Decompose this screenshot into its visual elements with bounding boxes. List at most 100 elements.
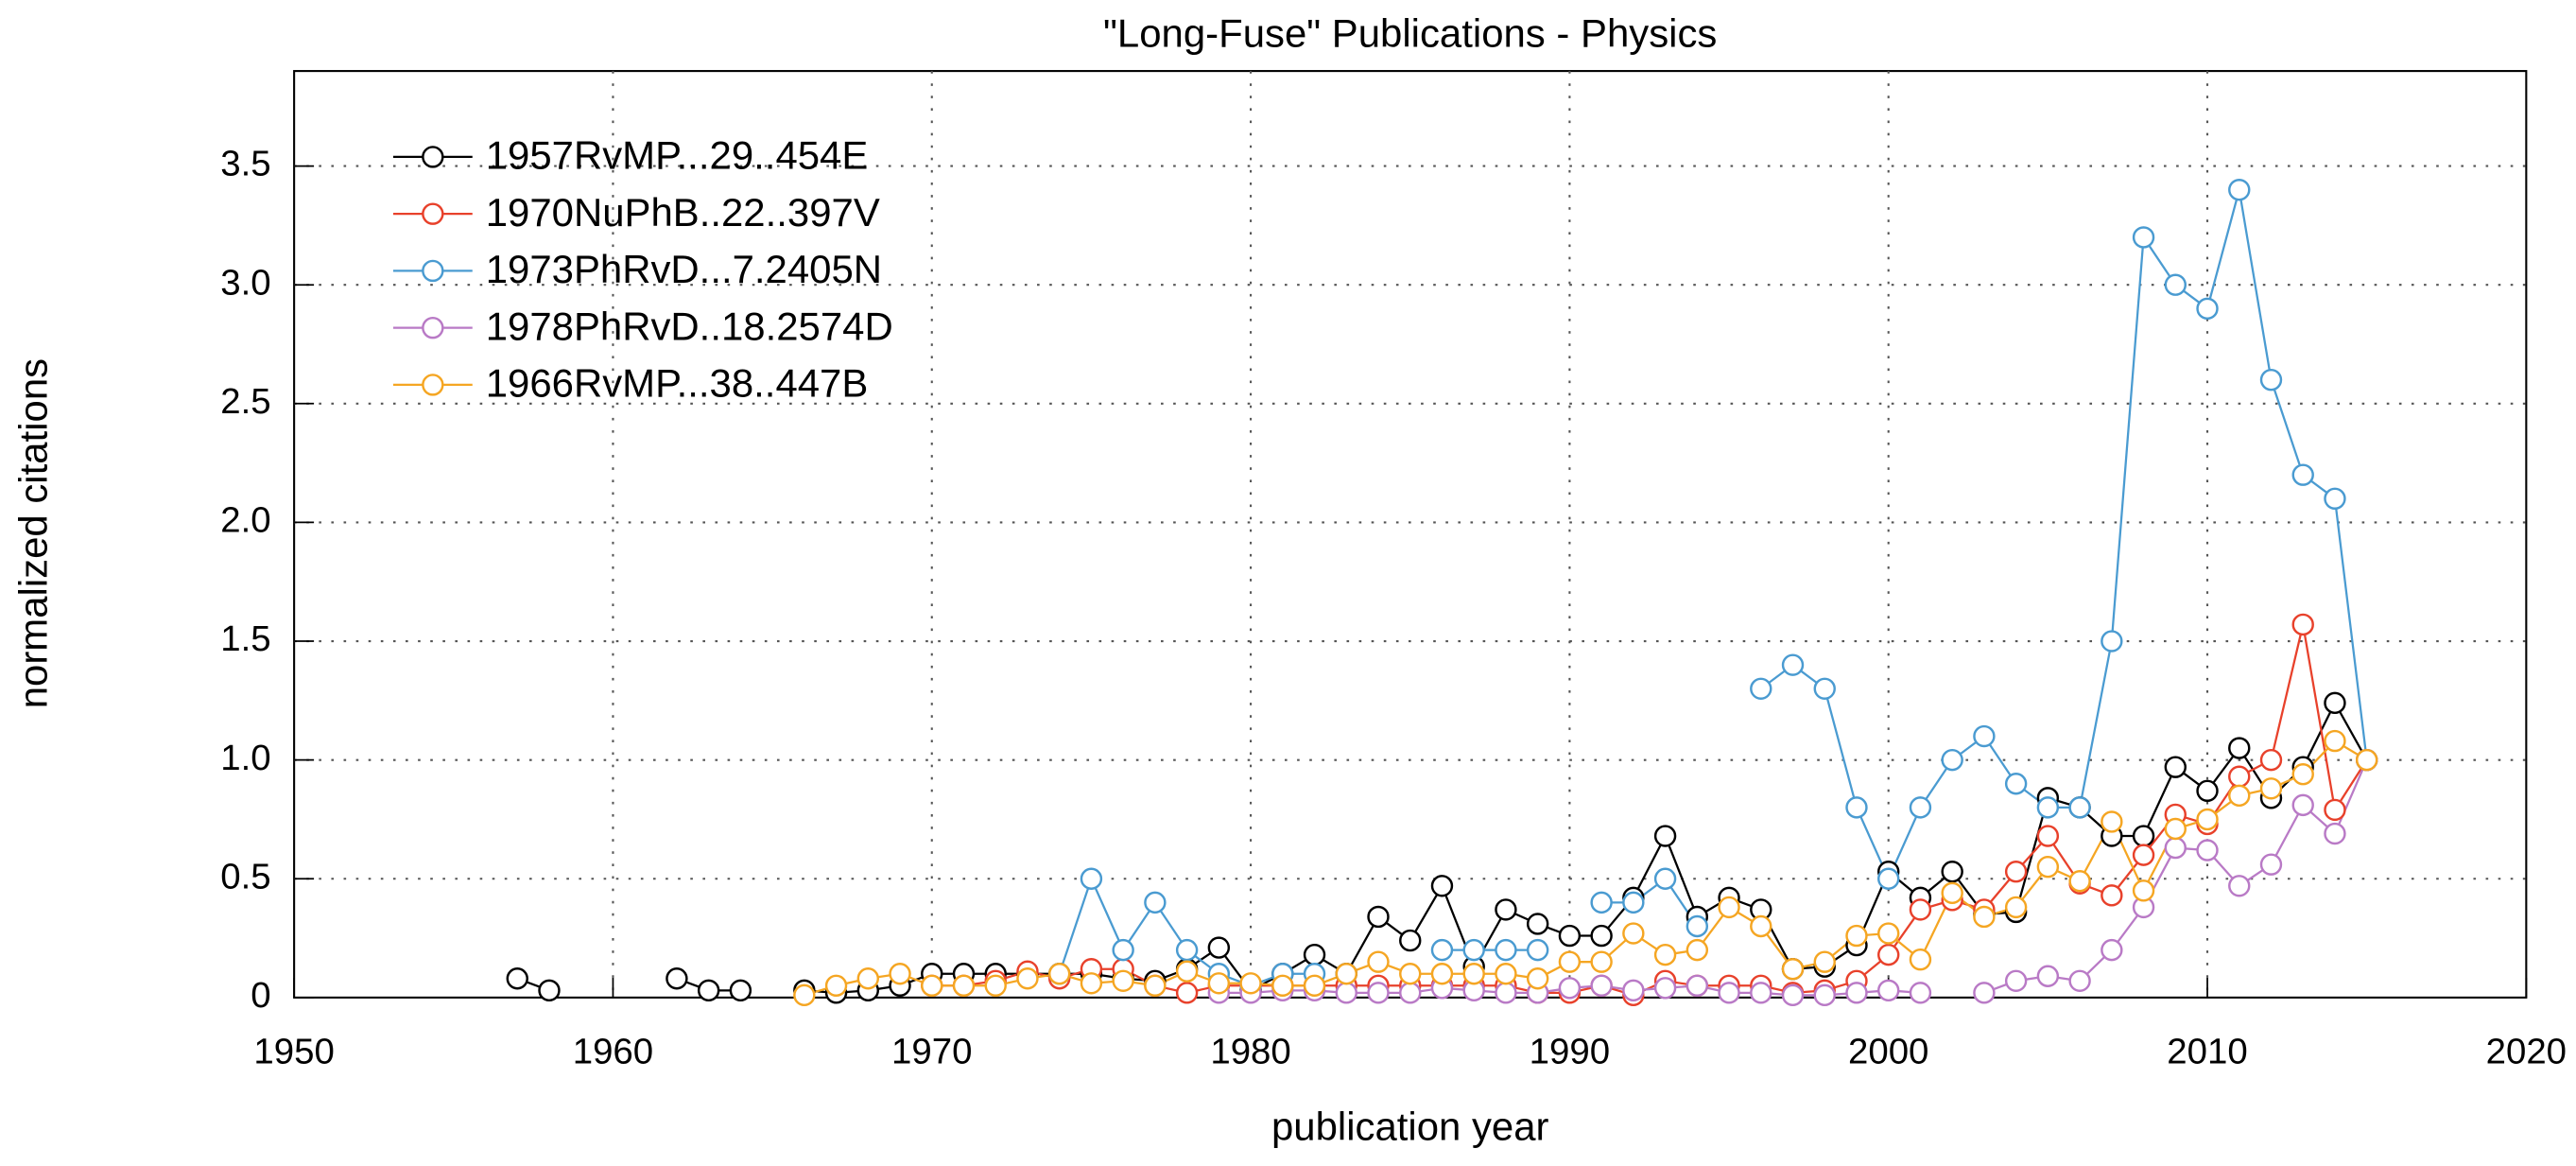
data-point — [2324, 691, 2346, 715]
x-tick-label: 1960 — [573, 1031, 653, 1071]
series-line — [931, 624, 2368, 997]
data-point — [1462, 938, 1485, 962]
data-point — [2259, 368, 2283, 392]
data-point — [1686, 974, 1709, 998]
series-line — [804, 740, 2368, 997]
data-point — [1590, 891, 1613, 914]
data-point — [2164, 817, 2187, 841]
data-point — [1622, 891, 1645, 914]
data-point — [538, 979, 561, 1002]
data-point — [2036, 965, 2060, 987]
data-point — [1590, 974, 1613, 998]
data-point — [2004, 861, 2028, 883]
data-point — [2291, 793, 2314, 817]
data-point — [2164, 836, 2187, 860]
legend-marker — [422, 374, 444, 396]
y-tick-label: 2.5 — [220, 381, 270, 422]
data-point — [889, 963, 911, 985]
data-point — [1653, 977, 1677, 1000]
data-point — [1016, 967, 1039, 990]
data-point — [2196, 779, 2219, 802]
data-point — [921, 974, 943, 998]
data-point — [2036, 855, 2060, 879]
data-point — [1718, 982, 1740, 1004]
data-point — [1303, 974, 1326, 998]
data-point — [952, 974, 976, 998]
data-point — [1622, 922, 1645, 945]
data-point — [2068, 870, 2091, 893]
data-point — [1335, 982, 1357, 1004]
data-point — [1686, 938, 1709, 962]
data-point — [2355, 748, 2378, 772]
data-point — [2164, 273, 2187, 296]
data-point — [1909, 982, 1932, 1004]
data-point — [1399, 963, 1422, 985]
data-point — [1430, 938, 1454, 962]
data-point — [1973, 982, 1996, 1004]
data-point — [1813, 950, 1836, 973]
data-point — [1781, 983, 1805, 1007]
data-point — [2101, 810, 2123, 833]
y-tick-label: 3.5 — [220, 144, 270, 184]
data-point — [1941, 748, 1963, 772]
data-point — [2196, 839, 2219, 861]
data-point — [2068, 796, 2091, 819]
data-point — [1399, 929, 1422, 952]
data-point — [2036, 825, 2060, 847]
data-point — [2132, 226, 2155, 249]
data-point — [2036, 796, 2060, 819]
data-point — [1845, 796, 1868, 819]
data-point — [1239, 972, 1262, 995]
x-tick-label: 2020 — [2486, 1031, 2567, 1071]
legend-label: 1978PhRvD..18.2574D — [486, 304, 893, 348]
data-point — [506, 967, 528, 990]
data-point — [1271, 974, 1294, 998]
legend-marker — [422, 202, 444, 225]
y-axis-label: normalized citations — [11, 358, 56, 708]
data-point — [1941, 861, 1963, 883]
data-point — [2228, 765, 2251, 788]
data-point — [2101, 884, 2123, 907]
legend-label: 1957RvMP...29..454E — [486, 133, 869, 178]
data-point — [1941, 881, 1963, 905]
data-point — [1558, 977, 1582, 1000]
data-point — [1813, 983, 1836, 1007]
data-point — [1526, 913, 1549, 935]
data-point — [666, 967, 688, 990]
data-point — [1112, 938, 1134, 962]
data-point — [1909, 898, 1932, 921]
data-point — [1495, 982, 1517, 1004]
data-point — [2004, 969, 2028, 992]
data-point — [2004, 773, 2028, 795]
data-point — [1877, 867, 1900, 890]
data-point — [1495, 963, 1517, 985]
data-point — [1877, 922, 1900, 945]
data-point — [1175, 982, 1199, 1004]
data-point — [2259, 853, 2283, 876]
data-point — [1112, 969, 1134, 992]
data-point — [2228, 737, 2251, 759]
data-point — [1718, 896, 1740, 919]
data-point — [1367, 950, 1390, 973]
data-point — [2196, 297, 2219, 321]
data-point — [2101, 630, 2123, 653]
data-point — [793, 983, 816, 1007]
data-point — [1207, 936, 1231, 959]
data-point — [1367, 982, 1390, 1004]
data-point — [1750, 677, 1772, 700]
data-point — [1144, 891, 1167, 914]
data-point — [2291, 613, 2314, 636]
data-point — [1047, 963, 1071, 985]
data-point — [1653, 825, 1677, 847]
data-point — [1590, 950, 1613, 973]
data-point — [2132, 879, 2155, 902]
chart-title: "Long-Fuse" Publications - Physics — [1103, 11, 1717, 56]
data-point — [2068, 969, 2091, 992]
data-point — [824, 974, 848, 998]
data-point — [2228, 179, 2251, 201]
data-point — [2132, 825, 2155, 847]
y-tick-label: 1.5 — [220, 618, 270, 659]
x-tick-label: 2010 — [2167, 1031, 2247, 1071]
data-point — [1750, 982, 1772, 1004]
y-tick-label: 3.0 — [220, 262, 270, 303]
